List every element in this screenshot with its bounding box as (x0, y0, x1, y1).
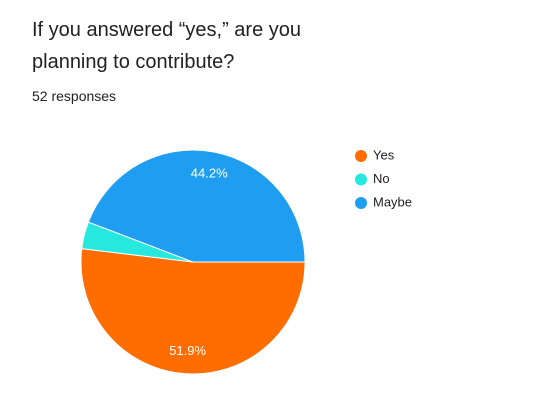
legend-marker (355, 150, 367, 162)
pie-slice (87, 149, 306, 263)
legend-label: Yes (373, 147, 395, 162)
legend-marker (355, 173, 367, 186)
legend-label: No (373, 171, 390, 186)
chart-title: If you answered “yes,” are you planning … (32, 19, 302, 73)
data-label: 51.9% (169, 343, 206, 358)
legend-label: Maybe (373, 194, 412, 209)
data-label: 44.2% (191, 165, 228, 180)
chart-subtitle: 52 responses (32, 88, 117, 104)
legend-marker (355, 197, 367, 209)
pie-slice (80, 248, 306, 375)
